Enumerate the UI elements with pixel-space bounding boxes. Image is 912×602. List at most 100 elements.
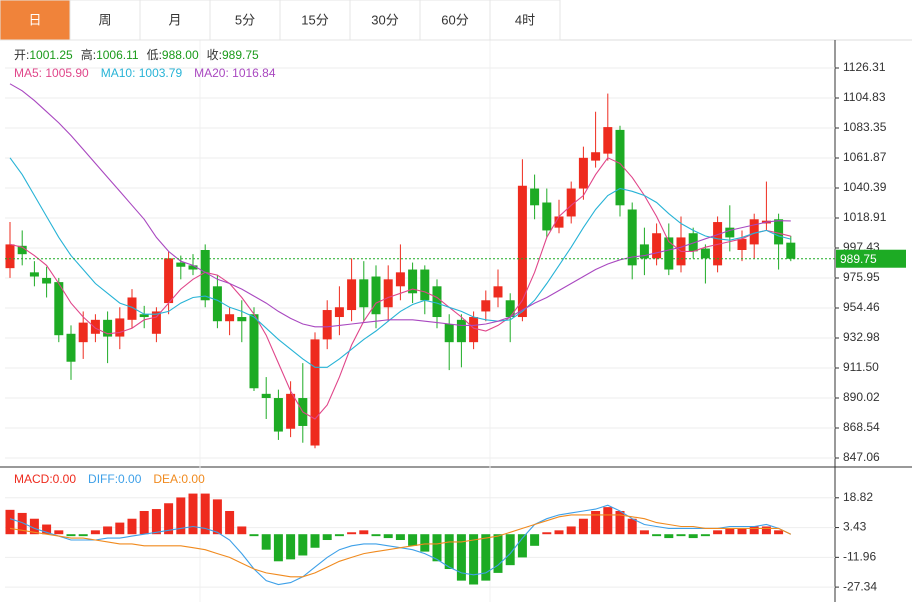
tab[interactable] [489,0,561,41]
macd-bar [42,524,52,535]
y-tick-label: 1083.35 [843,120,887,134]
info-label: 高: [81,47,96,62]
candle-body [212,286,222,322]
candle-body [334,307,344,318]
info-label: 开: [14,48,29,62]
macd-bar [347,532,357,535]
macd-bar [591,510,601,535]
macd-bar [566,526,576,535]
y-tick-label: 932.98 [843,330,880,344]
macd-bar [493,534,503,573]
macd-bar [17,512,27,535]
macd-bar [371,534,381,537]
macd-bar [700,534,710,537]
candle-body [127,297,137,320]
info-value: 1001.25 [29,48,73,62]
macd-bar [505,534,515,566]
tab-label[interactable]: 60分 [441,12,468,27]
y-tick-label: 975.95 [843,270,880,284]
y-tick-label: 954.46 [843,300,880,314]
candle-body [237,317,247,322]
macd-bar [90,530,100,535]
y-tick-label: 1126.31 [843,60,886,74]
candle-body [408,269,418,294]
macd-bar [176,497,186,535]
macd-bar [200,493,210,535]
macd-bar [322,534,332,541]
candle-body [310,339,320,446]
tab-label[interactable]: 5分 [235,12,255,27]
tab-label[interactable]: 月 [168,12,181,27]
candle-body [639,244,649,259]
candle-body [371,276,381,315]
macd-bar [627,518,637,535]
candle-body [286,393,296,429]
candle-body [395,272,405,287]
candle-body [29,272,39,277]
candle-body [700,248,710,259]
last-price-tag [836,249,906,268]
tab-label[interactable]: 日 [28,12,41,27]
tab[interactable] [349,0,421,41]
tab[interactable] [419,0,491,41]
tab-label[interactable]: 4时 [515,12,535,27]
candle-body [90,319,100,334]
line [9,83,791,328]
candle-body [249,314,259,389]
candle-body [347,279,357,311]
macd-bar [237,526,247,535]
tab-label[interactable]: 30分 [371,12,398,27]
line [9,157,791,420]
tab[interactable] [139,0,211,41]
macd-bar [444,534,454,570]
tab-label[interactable]: 15分 [301,12,328,27]
info-value: 989.75 [222,48,259,62]
macd-bar [517,534,527,558]
candle-body [66,333,76,362]
y-tick-label: 3.43 [843,520,867,534]
line [9,157,791,368]
candle-body [517,185,527,318]
candle-body [261,393,271,399]
macd-bar [761,526,771,535]
y-tick-label: -11.96 [843,550,876,564]
info-label: 低: [147,48,162,62]
legend-entry: MA20: 1016.84 [194,66,276,80]
candle-body [188,265,198,270]
candle-body [78,322,88,343]
macd-bar [542,532,552,535]
line [9,514,792,578]
macd-bar [578,518,588,535]
macd-bar [420,534,430,552]
macd-bar [5,509,15,535]
tab[interactable] [0,0,71,41]
legend-entry: DEA:0.00 [153,472,205,486]
candle-body [5,244,15,269]
tab[interactable] [69,0,141,41]
macd-bar [334,534,344,537]
tab-label[interactable]: 周 [98,12,111,27]
macd-bar [139,510,149,535]
macd-bar [554,530,564,535]
y-tick-label: 847.06 [843,450,880,464]
macd-bar [151,509,161,535]
candle-body [737,238,747,250]
candle-body [554,216,564,228]
candle-body [322,310,332,340]
candle-body [200,249,210,301]
y-tick-label: 1104.83 [843,90,886,104]
macd-bar [298,534,308,556]
macd-bar [652,534,662,537]
macd-bar [603,507,613,535]
candle-body [115,318,125,337]
macd-bar [115,522,125,535]
candle-body [591,152,601,161]
candle-body [493,286,503,298]
candle-body [481,300,491,312]
macd-bar [103,526,113,535]
candle-body [530,188,540,206]
candle-body [359,279,369,308]
macd-bar [615,510,625,535]
candle-body [54,282,64,336]
